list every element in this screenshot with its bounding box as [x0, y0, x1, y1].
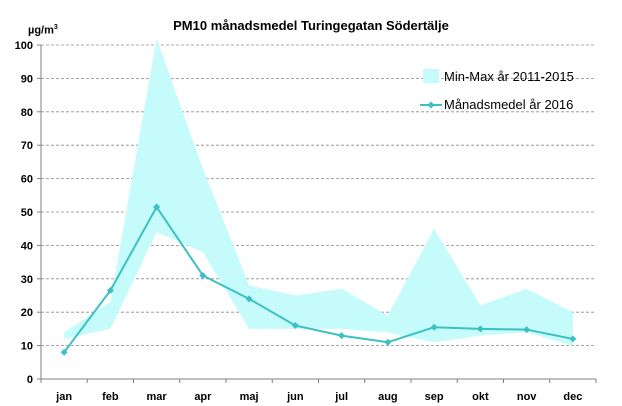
x-tick-label: jan — [55, 391, 72, 403]
y-tick-label: 70 — [21, 140, 33, 152]
x-tick-label: jun — [286, 391, 304, 403]
y-tick-label: 30 — [21, 274, 33, 286]
legend-series-marker — [427, 101, 435, 109]
x-tick-label: okt — [472, 391, 489, 403]
chart-title: PM10 månadsmedel Turingegatan Södertälje — [173, 18, 449, 33]
data-point — [60, 348, 68, 356]
y-tick-label: 100 — [15, 40, 33, 52]
x-tick-label: jul — [334, 391, 348, 403]
data-point — [153, 203, 161, 211]
legend-layer: Min-Max år 2011-2015 Månadsmedel år 2016 — [420, 69, 574, 112]
x-tick-label: nov — [517, 391, 537, 403]
x-tick-label: dec — [563, 391, 582, 403]
x-tick-label: sep — [425, 391, 444, 403]
legend-band-swatch — [423, 69, 439, 83]
x-tick-label: maj — [240, 391, 259, 403]
data-point — [199, 271, 207, 279]
y-tick-label: 90 — [21, 73, 33, 85]
data-point — [569, 335, 577, 343]
band-layer — [64, 38, 573, 346]
legend-band-label: Min-Max år 2011-2015 — [444, 69, 574, 84]
x-tick-label: feb — [102, 391, 119, 403]
y-tick-label: 20 — [21, 307, 33, 319]
data-point — [338, 332, 346, 340]
axis-layer: 0 10 20 30 40 50 60 70 80 90 100 jan feb mar apr maj jun… — [15, 40, 597, 403]
data-point — [523, 326, 531, 334]
y-tick-label: 10 — [21, 341, 33, 353]
data-point — [384, 338, 392, 346]
x-tick-label: aug — [378, 391, 398, 403]
data-point — [106, 286, 114, 294]
y-tick-label: 80 — [21, 107, 33, 119]
data-point — [476, 325, 484, 333]
y-axis-unit-base: µg/m — [28, 24, 54, 37]
data-point — [430, 323, 438, 331]
series-layer — [60, 203, 577, 356]
minmax-band — [64, 38, 573, 346]
legend-series-label: Månadsmedel år 2016 — [444, 97, 573, 112]
data-point — [291, 322, 299, 330]
x-tick-label: apr — [194, 391, 212, 403]
y-tick-label: 40 — [21, 240, 33, 252]
series-line — [63, 205, 574, 353]
x-tick-label: mar — [147, 391, 168, 403]
y-axis-unit: µg/m3 — [28, 24, 58, 37]
y-axis-unit-exponent: 3 — [53, 24, 58, 31]
data-point — [245, 295, 253, 303]
y-tick-label: 60 — [21, 174, 33, 186]
y-tick-label: 0 — [27, 374, 33, 386]
y-tick-label: 50 — [21, 207, 33, 219]
